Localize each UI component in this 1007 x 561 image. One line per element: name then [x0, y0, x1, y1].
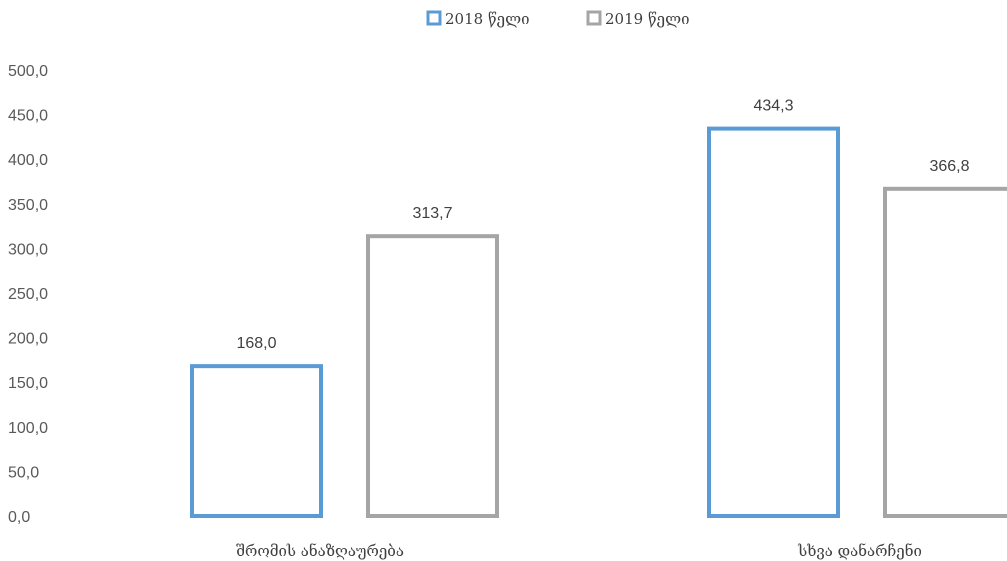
- y-tick-label: 50,0: [8, 464, 39, 481]
- category-label: სხვა დანარჩენი: [797, 542, 922, 560]
- y-tick-label: 300,0: [8, 241, 48, 258]
- data-label: 168,0: [236, 335, 276, 352]
- data-labels: 168,0 313,7 434,3 366,8: [236, 98, 969, 353]
- legend-label: 2019 წელი: [605, 10, 689, 28]
- legend: 2018 წელი 2019 წელი: [426, 10, 689, 28]
- y-tick-label: 150,0: [8, 375, 48, 392]
- bar: [707, 126, 840, 518]
- legend-swatch: [426, 10, 442, 26]
- bar: [366, 234, 499, 518]
- y-tick-label: 250,0: [8, 286, 48, 303]
- y-tick-label: 400,0: [8, 152, 48, 169]
- data-label: 366,8: [929, 158, 969, 175]
- bars: [190, 126, 1007, 519]
- y-axis: 0,0 50,0 100,0 150,0 200,0 250,0 300,0 350,0 400…: [8, 63, 48, 526]
- bar: [883, 186, 1007, 519]
- data-label: 313,7: [412, 205, 452, 222]
- y-tick-label: 500,0: [8, 63, 48, 80]
- y-tick-label: 450,0: [8, 108, 48, 125]
- y-tick-label: 0,0: [8, 509, 30, 526]
- legend-swatch: [586, 10, 602, 26]
- category-label: შრომის ანაზღაურება: [236, 542, 404, 560]
- y-tick-label: 200,0: [8, 331, 48, 348]
- y-tick-label: 350,0: [8, 197, 48, 214]
- data-label: 434,3: [753, 98, 793, 115]
- legend-item: 2018 წელი: [426, 10, 529, 28]
- bar: [190, 364, 323, 519]
- legend-item: 2019 წელი: [586, 10, 689, 28]
- y-tick-label: 100,0: [8, 420, 48, 437]
- x-axis: შრომის ანაზღაურება სხვა დანარჩენი: [236, 542, 922, 560]
- legend-label: 2018 წელი: [445, 10, 529, 28]
